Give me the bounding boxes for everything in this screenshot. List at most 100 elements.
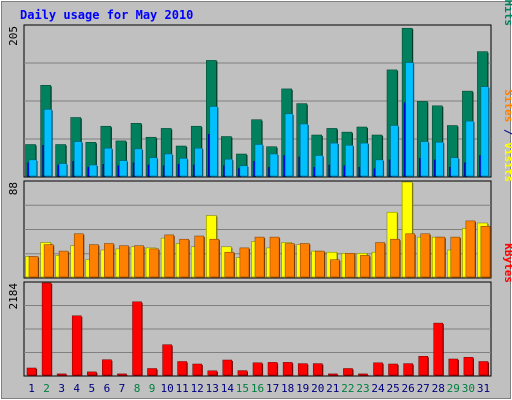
bar-kbytes-shadow <box>58 374 68 376</box>
bar-kbytes <box>463 357 474 376</box>
bar-pages <box>239 165 248 177</box>
y-max-label: 2184 <box>7 283 20 310</box>
bar-kbytes <box>102 359 112 376</box>
x-tick-label: 31 <box>477 382 490 395</box>
bar-pages <box>420 141 429 177</box>
bar-kbytes <box>418 356 429 376</box>
bar-sites <box>299 243 310 278</box>
bar-sites <box>480 226 491 278</box>
bar-kbytes <box>403 363 413 376</box>
bar-pages <box>179 158 188 177</box>
x-tick-label: 10 <box>160 382 173 395</box>
x-tick-label: 27 <box>417 382 430 395</box>
bar-sites <box>134 245 144 278</box>
bar-kbytes <box>252 362 263 376</box>
x-axis: 1 2 3 4 5 6 7 8 9 10 11 12 13 14 15 16 17 18 19 20 21 22 23 24 2… <box>28 382 490 395</box>
bar-kbytes <box>373 362 383 376</box>
bar-kbytes <box>388 363 398 376</box>
panel-kbytes: 2184 KBytes <box>7 243 512 377</box>
bars-pages-files-hits <box>25 27 490 178</box>
bar-kbytes <box>192 363 203 376</box>
bar-kbytes <box>282 362 293 376</box>
bar-kbytes <box>56 373 67 376</box>
bar-kbytes <box>207 370 218 376</box>
x-tick-label: 2 <box>43 382 50 395</box>
bar-pages <box>269 153 278 177</box>
bar-pages <box>345 145 354 177</box>
x-tick-label: 3 <box>58 382 65 395</box>
bar-sites <box>194 235 205 278</box>
bar-pages <box>28 159 37 177</box>
bar-kbytes <box>162 344 172 376</box>
bar-pages <box>254 144 263 177</box>
bar-sites <box>450 236 461 278</box>
bar-sites <box>224 251 235 278</box>
bar-pages <box>465 120 474 177</box>
x-tick-label: 16 <box>251 382 264 395</box>
bar-kbytes <box>41 282 52 376</box>
x-tick-label: 20 <box>311 382 324 395</box>
bar-kbytes <box>358 373 368 376</box>
bar-sites <box>119 245 129 278</box>
x-tick-label: 8 <box>134 382 141 395</box>
bar-pages <box>375 159 384 177</box>
x-tick-label: 1 <box>28 382 35 395</box>
bar-sites <box>269 236 280 278</box>
x-tick-label: 17 <box>266 382 279 395</box>
x-tick-label: 22 <box>341 382 354 395</box>
bar-pages <box>360 142 369 177</box>
x-tick-label: 6 <box>104 382 111 395</box>
bar-kbytes <box>26 367 37 376</box>
x-tick-label: 29 <box>447 382 460 395</box>
panel-sites-visits: 88 Sites / Visits <box>7 89 512 279</box>
series-legend-label: Sites / Visits <box>502 89 512 182</box>
bar-pages <box>390 125 399 177</box>
bar-kbytes <box>147 368 157 376</box>
bar-kbytes-shadow <box>118 374 128 376</box>
x-tick-label: 9 <box>149 382 156 395</box>
bar-sites <box>239 247 250 278</box>
bar-sites <box>43 244 54 278</box>
x-tick-label: 21 <box>326 382 339 395</box>
bar-pages <box>89 164 98 177</box>
bar-pages <box>314 155 324 177</box>
bar-kbytes <box>328 373 338 376</box>
bar-sites <box>209 238 220 278</box>
bar-pages <box>224 158 233 177</box>
x-tick-label: 23 <box>356 382 369 395</box>
bars-kbytes <box>26 282 489 376</box>
bar-sites <box>149 248 159 278</box>
bar-sites <box>360 255 370 278</box>
bar-sites <box>104 243 114 278</box>
x-tick-label: 14 <box>221 382 235 395</box>
bar-kbytes <box>433 322 444 376</box>
bar-sites <box>179 238 189 278</box>
series-legend-label: Pages / Files / Hits <box>502 0 512 26</box>
legend-part-2: Visits <box>502 142 512 182</box>
bar-pages <box>209 106 218 177</box>
bar-kbytes <box>132 301 142 376</box>
bar-kbytes <box>237 370 248 376</box>
x-tick-label: 18 <box>281 382 294 395</box>
x-tick-label: 30 <box>462 382 475 395</box>
bar-pages <box>58 163 67 177</box>
y-max-label: 88 <box>7 182 20 195</box>
bar-pages <box>149 157 158 177</box>
bar-sites <box>28 256 39 278</box>
bar-kbytes <box>222 359 233 376</box>
bar-sites <box>314 250 325 278</box>
bar-pages <box>480 86 489 177</box>
bar-pages <box>119 160 128 177</box>
bar-sites <box>435 236 446 278</box>
bar-pages <box>435 142 444 177</box>
bar-sites <box>284 243 295 278</box>
bar-sites <box>58 250 69 278</box>
bar-pages <box>299 123 309 177</box>
panel-pages-files-hits: 205 Pages / Files / Hits <box>7 0 512 178</box>
bar-kbytes-shadow <box>359 374 369 376</box>
bar-sites <box>164 234 174 278</box>
x-tick-label: 26 <box>401 382 414 395</box>
bar-kbytes-shadow <box>329 374 339 376</box>
bar-kbytes <box>87 371 97 376</box>
bar-kbytes <box>448 358 459 376</box>
